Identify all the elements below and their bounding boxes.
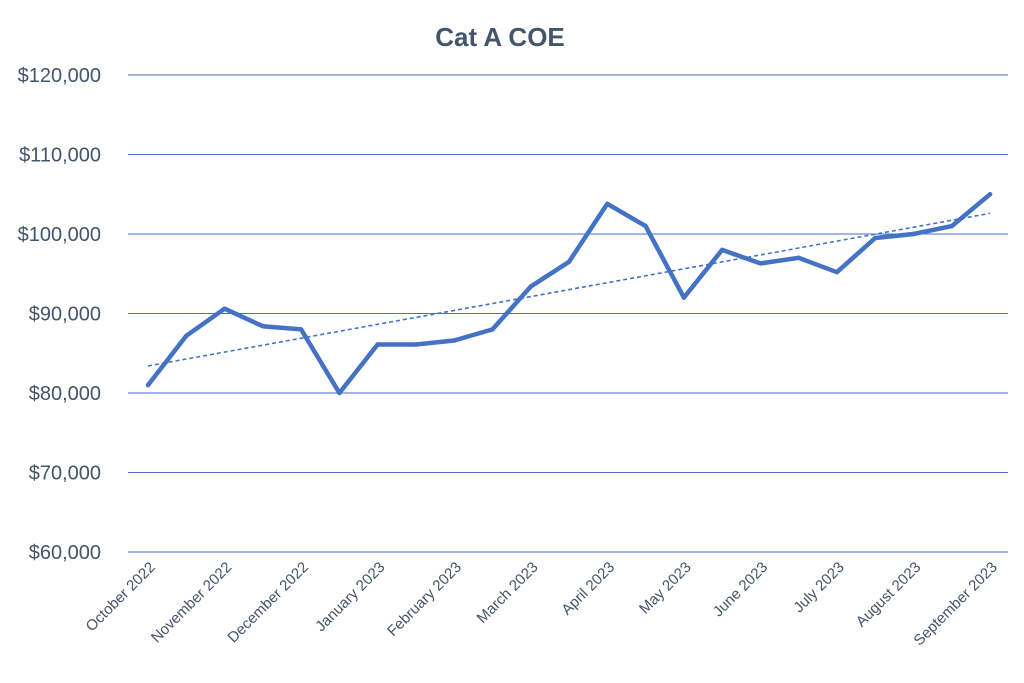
- data-point: [260, 324, 266, 329]
- data-point: [873, 235, 878, 241]
- data-point: [452, 338, 457, 343]
- y-axis: $120,000 $110,000 $100,000 $90,000 $80,000 $7…: [18, 65, 101, 564]
- x-tick-label: April 2023: [558, 559, 618, 619]
- x-tick-label: October 2022: [83, 559, 159, 635]
- y-tick-label: $70,000: [29, 463, 101, 485]
- y-tick-label: $110,000: [19, 145, 101, 167]
- data-point: [643, 223, 648, 229]
- series-layer: [145, 192, 993, 396]
- data-point: [375, 342, 380, 347]
- data-point: [949, 223, 954, 229]
- data-point: [566, 259, 572, 265]
- data-point: [298, 327, 304, 332]
- data-point: [758, 261, 763, 266]
- data-point: [528, 284, 533, 289]
- trendline: [147, 212, 991, 367]
- y-tick-label: $120,000: [18, 65, 101, 87]
- data-point: [413, 342, 419, 347]
- y-tick-label: $60,000: [29, 542, 101, 564]
- x-tick-label: May 2023: [636, 559, 695, 618]
- x-tick-label: November 2022: [148, 559, 235, 646]
- y-tick-label: $90,000: [29, 304, 101, 326]
- data-point: [337, 390, 342, 396]
- data-point: [719, 247, 725, 253]
- data-point: [834, 269, 840, 275]
- data-point: [681, 295, 687, 300]
- y-tick-label: $80,000: [29, 383, 101, 405]
- data-point: [605, 201, 610, 206]
- gridlines: [128, 74, 1008, 553]
- data-point: [987, 192, 993, 197]
- x-tick-label: September 2023: [910, 559, 1000, 649]
- x-tick-label: June 2023: [710, 559, 772, 621]
- data-point: [911, 231, 916, 237]
- x-tick-label: February 2023: [384, 559, 465, 640]
- y-tick-label: $100,000: [18, 224, 101, 246]
- series-line: [145, 192, 993, 396]
- x-tick-label: December 2022: [224, 559, 311, 646]
- trendline-layer: [147, 212, 991, 367]
- data-point: [796, 255, 801, 261]
- x-tick-label: January 2023: [312, 559, 388, 635]
- x-tick-label: August 2023: [853, 559, 925, 631]
- data-point: [184, 333, 189, 338]
- data-point: [145, 382, 151, 388]
- data-point: [490, 327, 495, 332]
- x-tick-label: July 2023: [790, 559, 847, 616]
- chart-title: Cat A COE: [435, 22, 565, 52]
- data-point: [222, 306, 227, 311]
- x-tick-label: March 2023: [474, 559, 542, 627]
